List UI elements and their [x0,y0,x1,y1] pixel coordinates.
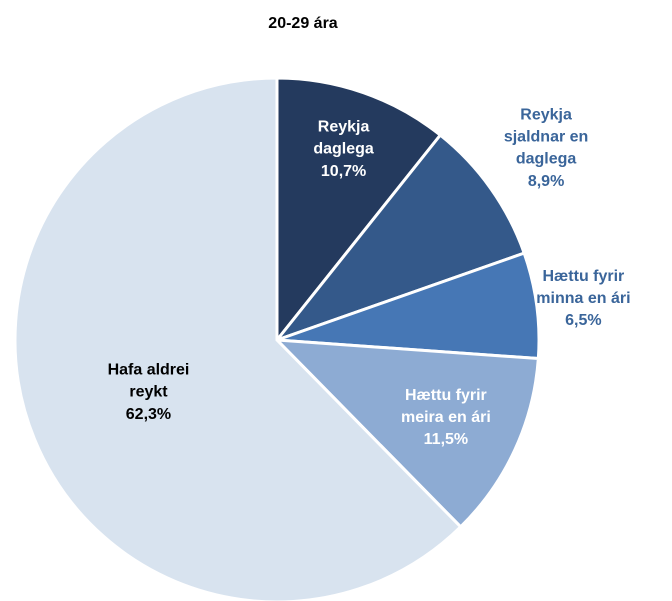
slice-value-label: 8,9% [528,173,564,190]
slice-category-label: Hættu fyrir meira en ári [401,387,491,426]
label-line: meira en ári [401,409,491,426]
slice-value-label: 10,7% [321,163,366,180]
slice-category-label: Hættu fyrir minna en ári [536,268,630,307]
pie-slice [272,133,527,344]
label-line: Reykja [318,119,370,136]
pie-slice [273,338,540,529]
label-line: reykt [129,384,168,401]
label-line: Reykja [520,107,572,124]
slice-value-label: 62,3% [126,406,171,423]
label-line: daglega [313,141,374,158]
label-line: minna en ári [536,290,630,307]
slice-category-label: Reykja sjaldnar en daglega [504,107,588,168]
slice-category-label: Reykja daglega [313,119,374,158]
label-line: sjaldnar en [504,129,588,146]
label-line: daglega [516,151,577,168]
chart-title: 20-29 ára [268,15,337,32]
label-line: Hafa aldrei [108,362,190,379]
label-line: Hættu fyrir [543,268,625,285]
pie-slice [13,76,463,601]
slice-value-label: 6,5% [565,312,601,329]
slice-category-label: Hafa aldrei reykt [108,362,190,401]
label-line: Hættu fyrir [405,387,487,404]
slice-value-label: 11,5% [424,431,468,448]
pie-slice [275,76,443,345]
